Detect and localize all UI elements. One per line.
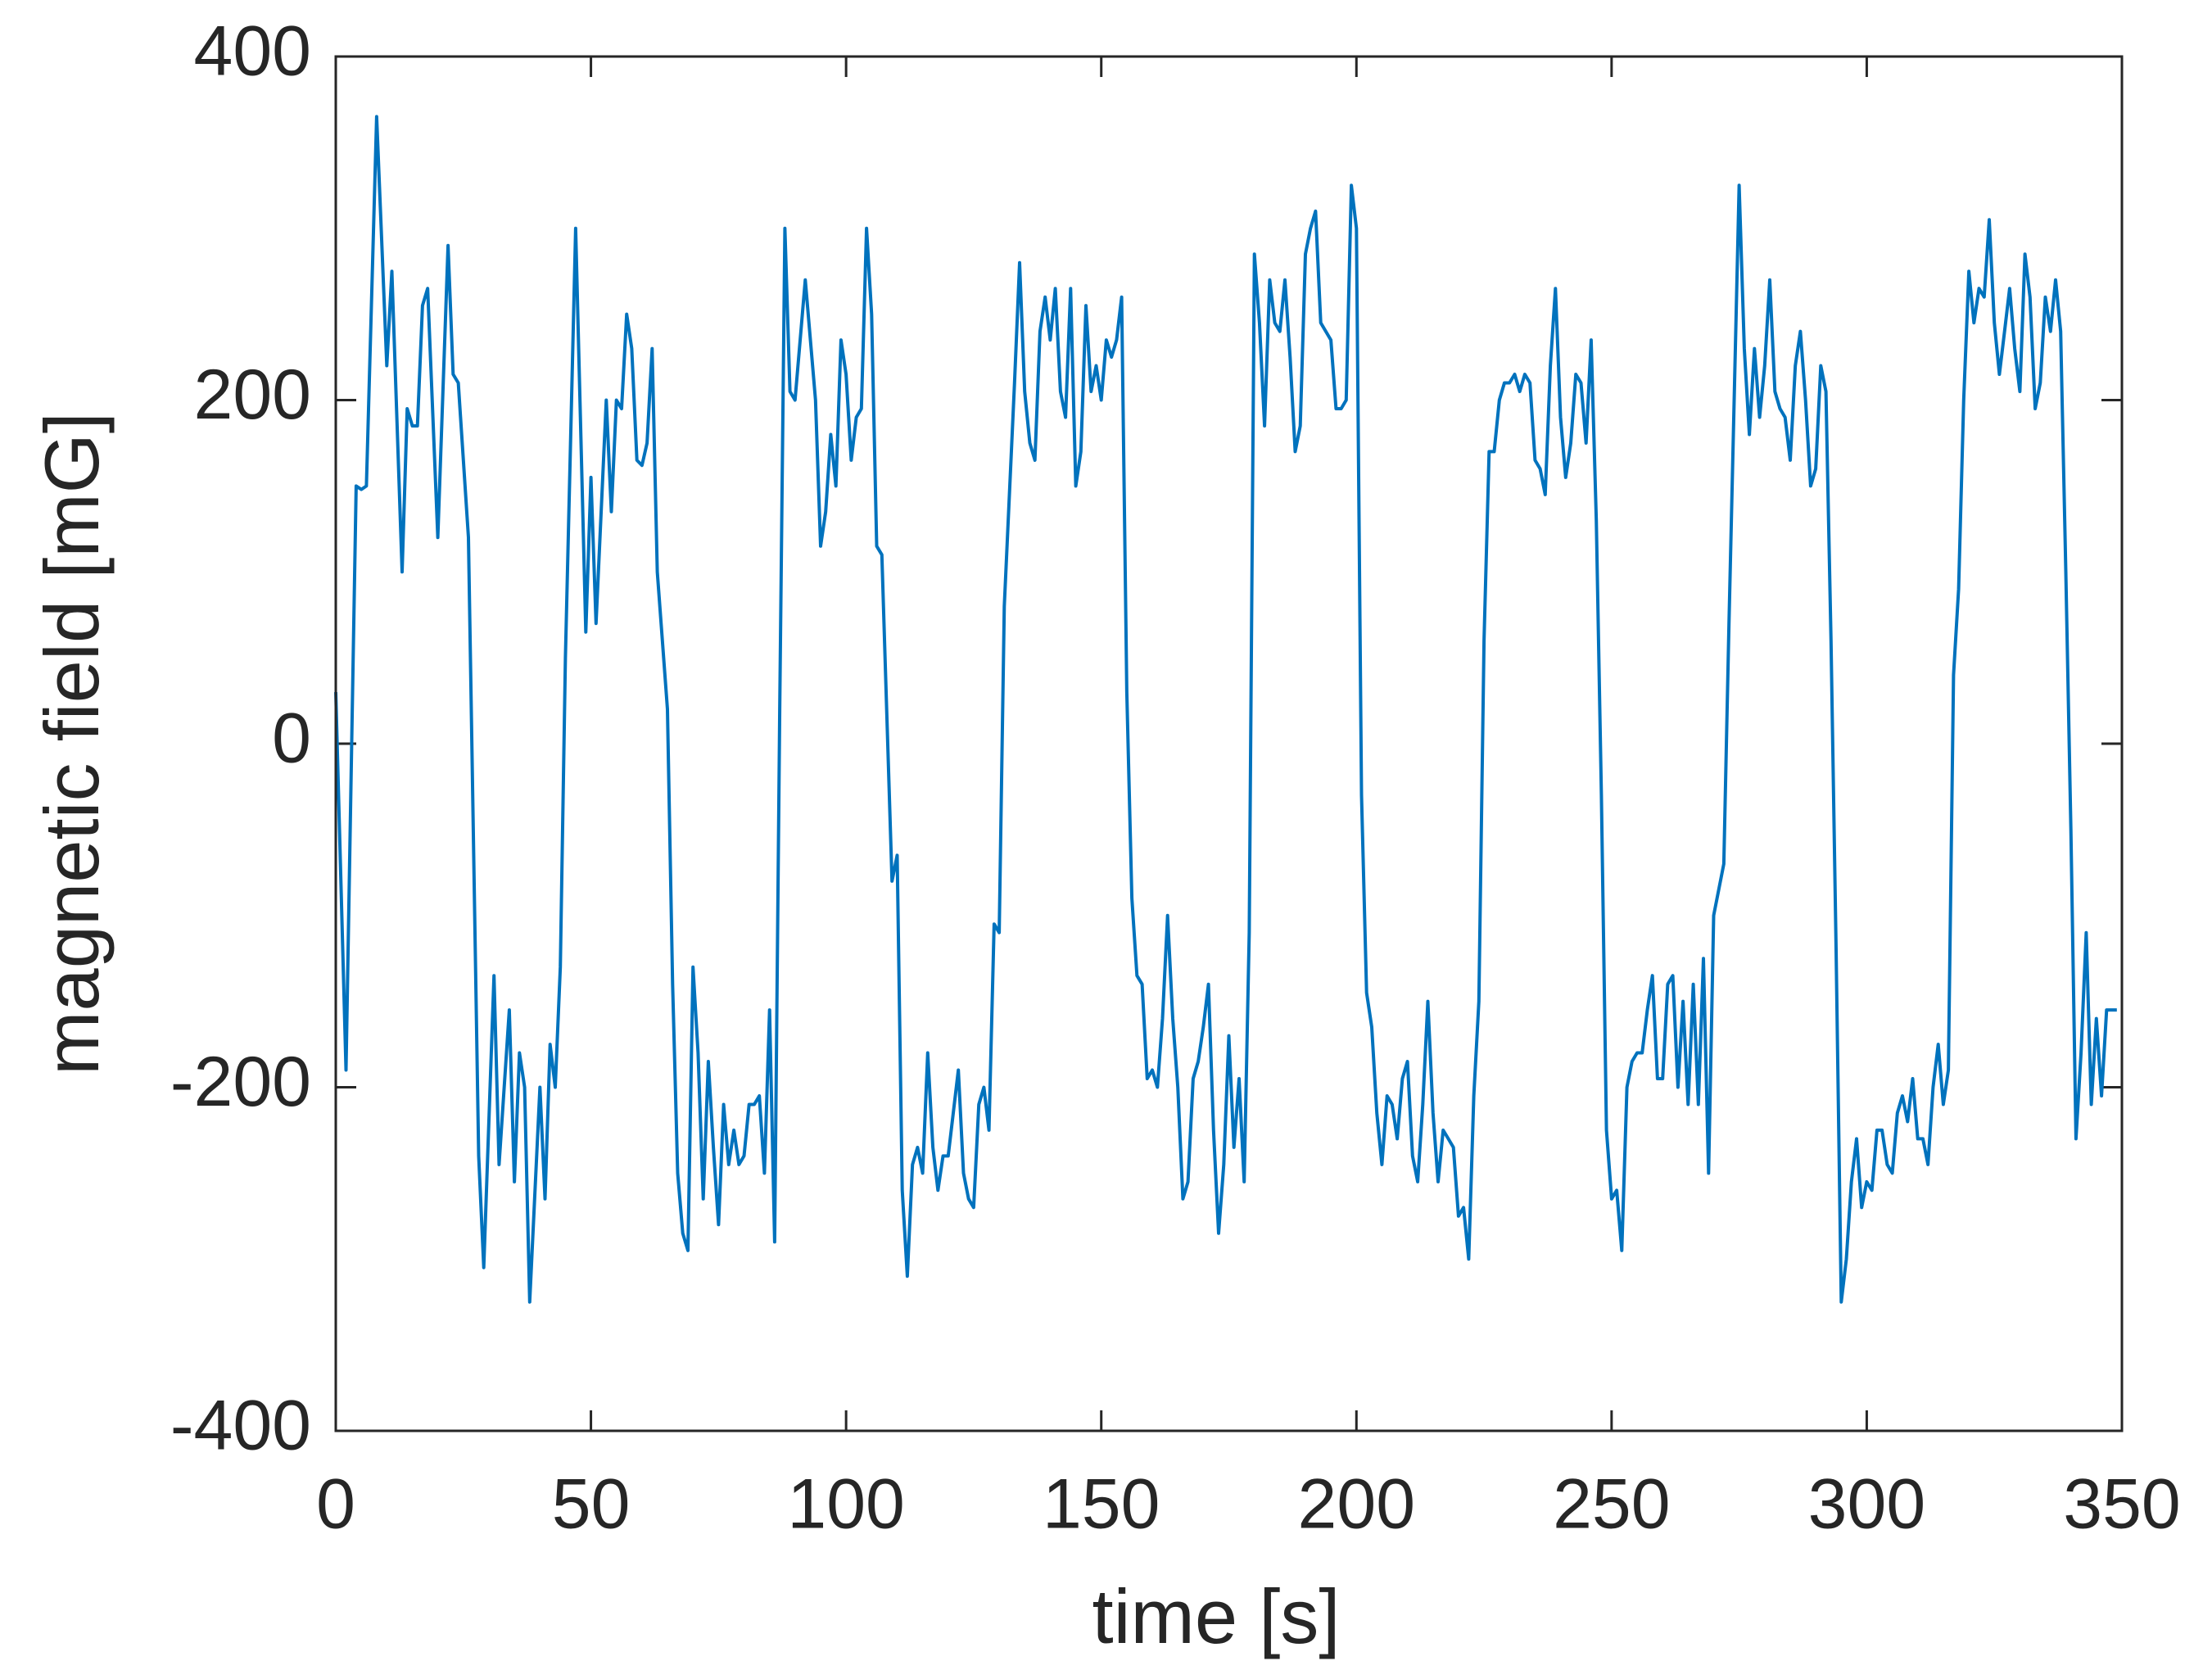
x-tick-label: 200 <box>1298 1465 1416 1544</box>
x-tick-label: 350 <box>2063 1465 2181 1544</box>
axes-box <box>334 55 2124 1432</box>
y-tick-label: -200 <box>170 1043 311 1121</box>
data-line <box>334 115 2117 1304</box>
x-tick-label: 0 <box>316 1465 355 1544</box>
x-tick-label: 300 <box>1808 1465 1926 1544</box>
y-tick-label: 0 <box>272 699 311 778</box>
x-axis-label: time [s] <box>1092 1573 1341 1659</box>
y-tick-label: 400 <box>194 12 312 91</box>
y-axis-label: magnetic field [mG] <box>29 412 115 1075</box>
x-tick-label: 150 <box>1043 1465 1160 1544</box>
x-tick-label: 100 <box>787 1465 905 1544</box>
x-tick-label: 250 <box>1553 1465 1671 1544</box>
y-tick-label: 200 <box>194 355 312 434</box>
x-tick-label: 50 <box>552 1465 631 1544</box>
y-tick-label: -400 <box>170 1387 311 1465</box>
